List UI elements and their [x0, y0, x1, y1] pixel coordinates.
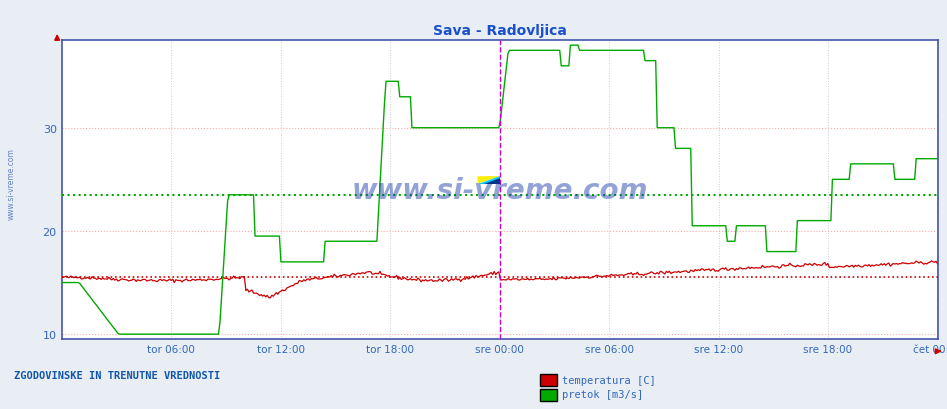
Polygon shape — [477, 177, 500, 184]
Polygon shape — [477, 177, 500, 184]
Text: temperatura [C]: temperatura [C] — [562, 375, 655, 385]
Polygon shape — [484, 179, 500, 184]
Text: pretok [m3/s]: pretok [m3/s] — [562, 389, 643, 399]
Text: ZGODOVINSKE IN TRENUTNE VREDNOSTI: ZGODOVINSKE IN TRENUTNE VREDNOSTI — [14, 370, 221, 380]
Text: www.si-vreme.com: www.si-vreme.com — [351, 176, 648, 204]
Title: Sava - Radovljica: Sava - Radovljica — [433, 25, 566, 38]
Text: www.si-vreme.com: www.si-vreme.com — [7, 148, 16, 220]
